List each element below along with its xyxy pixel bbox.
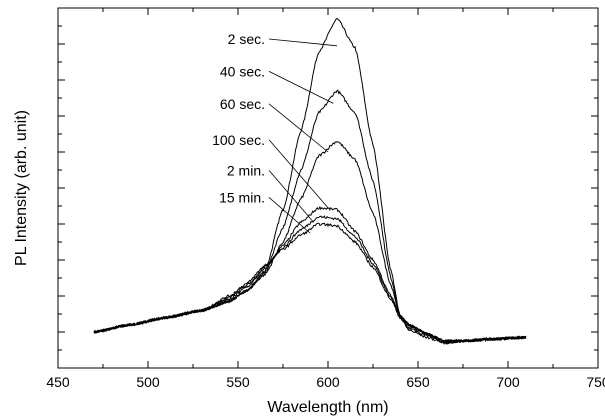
x-tick-label: 500 xyxy=(136,374,160,390)
annotation-label: 40 sec. xyxy=(220,63,265,79)
annotation-layer: 2 sec. 40 sec. 60 sec. 100 sec. 2 min. 15 min… xyxy=(212,31,338,234)
series-line-1 xyxy=(93,17,527,345)
annotation-leader xyxy=(268,170,314,223)
y-axis xyxy=(58,7,598,369)
annotation-leader xyxy=(268,38,338,47)
x-tick-label: 600 xyxy=(316,374,340,390)
annotation-label: 2 min. xyxy=(227,162,265,178)
x-tick-label: 550 xyxy=(226,374,250,390)
x-tick-label: 450 xyxy=(46,374,70,390)
x-tick-label: 750 xyxy=(586,374,605,390)
annotation-label: 2 sec. xyxy=(228,31,265,47)
annotation-label: 100 sec. xyxy=(212,132,265,148)
y-axis-title: PL Intensity (arb. unit) xyxy=(13,110,30,266)
annotation-label: 15 min. xyxy=(219,189,265,205)
plot-frame xyxy=(57,7,599,369)
x-tick-label: 650 xyxy=(406,374,430,390)
annotation-leader xyxy=(268,139,329,209)
series-layer xyxy=(93,17,527,346)
annotation-leader xyxy=(268,71,334,104)
series-line-5 xyxy=(93,215,527,344)
annotation-leader xyxy=(268,197,311,234)
annotation-label: 60 sec. xyxy=(220,96,265,112)
x-axis-title: Wavelength (nm) xyxy=(267,399,388,416)
series-line-4 xyxy=(93,205,527,344)
series-line-6 xyxy=(93,222,527,346)
x-axis: 450 500 550 600 650 700 750 xyxy=(46,8,605,390)
x-tick-label: 700 xyxy=(496,374,520,390)
series-line-3 xyxy=(93,141,527,344)
annotation-leader xyxy=(268,103,329,153)
series-line-2 xyxy=(93,89,527,344)
